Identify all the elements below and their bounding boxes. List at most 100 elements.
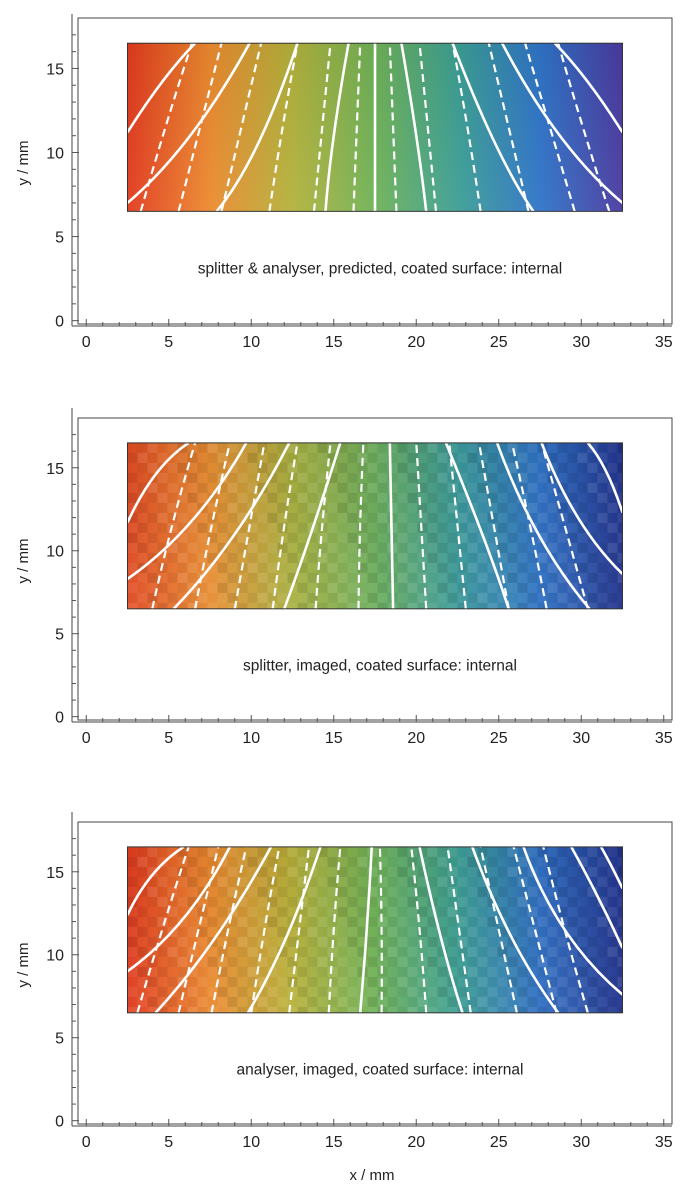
pixel-cell xyxy=(447,996,458,1007)
pixel-cell xyxy=(268,533,278,543)
pixel-cell xyxy=(567,986,578,997)
pixel-cell xyxy=(228,967,238,977)
pixel-cell xyxy=(128,977,138,987)
pixel-cell xyxy=(358,897,368,907)
dashed-contour-line xyxy=(542,846,589,1013)
pixel-cell xyxy=(157,492,168,503)
pixel-cell xyxy=(488,907,498,917)
pixel-cell xyxy=(397,846,408,857)
pixel-cell xyxy=(547,522,558,533)
pixel-cell xyxy=(507,866,518,877)
pixel-cell xyxy=(557,956,568,967)
pixel-cell xyxy=(197,482,208,493)
pixel-cell xyxy=(567,472,578,483)
pixel-cell xyxy=(277,442,288,453)
pixel-cell xyxy=(577,886,588,897)
pixel-cell xyxy=(347,452,358,463)
pixel-cell xyxy=(488,867,498,877)
pixel-cell xyxy=(347,602,358,609)
pixel-cell xyxy=(598,503,608,513)
pixel-cell xyxy=(537,876,548,887)
pixel-cell xyxy=(598,443,608,453)
solid-contour-line xyxy=(444,442,510,609)
pixel-cell xyxy=(238,463,248,473)
pixel-cell xyxy=(138,937,148,947)
pixel-cell xyxy=(417,522,428,533)
pixel-cell xyxy=(587,936,598,947)
pixel-cell xyxy=(208,907,218,917)
pixel-cell xyxy=(157,896,168,907)
pixel-cell xyxy=(467,906,478,917)
pixel-cell xyxy=(207,552,218,563)
pixel-cell xyxy=(248,603,258,613)
pixel-cell xyxy=(368,453,378,463)
pixel-cell xyxy=(447,886,458,897)
pixel-cell xyxy=(207,452,218,463)
pixel-cell xyxy=(478,967,488,977)
pixel-cell xyxy=(317,472,328,483)
pixel-cell xyxy=(567,876,578,887)
pixel-cell xyxy=(597,946,608,957)
x-tick-label: 10 xyxy=(242,334,260,351)
pixel-cell xyxy=(547,856,558,867)
pixel-cell xyxy=(167,866,178,877)
pixel-cell xyxy=(408,483,418,493)
pixel-cell xyxy=(588,523,598,533)
solid-contour-line xyxy=(127,43,197,133)
pixel-cell xyxy=(578,553,588,563)
pixel-cell xyxy=(298,977,308,987)
pixel-cell xyxy=(307,592,318,603)
pixel-cell xyxy=(487,492,498,503)
pixel-cell xyxy=(407,562,418,573)
pixel-cell xyxy=(207,986,218,997)
pixel-cell xyxy=(138,473,148,483)
pixel-cell xyxy=(558,453,568,463)
pixel-cell xyxy=(537,562,548,573)
pixel-cell xyxy=(547,926,558,937)
pixel-cell xyxy=(288,967,298,977)
pixel-cell xyxy=(237,452,248,463)
pixel-cell xyxy=(337,846,348,857)
pixel-cell xyxy=(368,523,378,533)
pixel-cell xyxy=(487,926,498,937)
pixel-cell xyxy=(187,452,198,463)
dashed-contour-line xyxy=(418,43,438,212)
pixel-cell xyxy=(167,502,178,513)
pixel-cell xyxy=(287,956,298,967)
pixel-cell xyxy=(187,1006,198,1013)
pixel-cell xyxy=(207,846,218,857)
pixel-cell xyxy=(538,927,548,937)
pixel-cell xyxy=(437,562,448,573)
pixel-cell xyxy=(288,887,298,897)
pixel-cell xyxy=(278,493,288,503)
chart-panel: 0 5 10 15 0 5 10 15 20 25 30 35 y / mm splitter & ana… xyxy=(15,14,673,351)
pixel-cell xyxy=(517,966,528,977)
y-tick-label: 0 xyxy=(55,710,64,727)
pixel-cell xyxy=(428,997,438,1007)
pixel-cell xyxy=(458,867,468,877)
pixel-cell xyxy=(458,463,468,473)
pixel-cell xyxy=(247,462,258,473)
pixel-cell xyxy=(487,582,498,593)
pixel-cell xyxy=(388,857,398,867)
pixel-cell xyxy=(187,856,198,867)
pixel-cell xyxy=(278,877,288,887)
pixel-cell xyxy=(577,452,588,463)
pixel-cell xyxy=(508,503,518,513)
pixel-cell xyxy=(497,442,508,453)
pixel-cell xyxy=(357,926,368,937)
pixel-cell xyxy=(197,906,208,917)
pixel-cell xyxy=(277,572,288,583)
pixel-cell xyxy=(307,996,318,1007)
pixel-cell xyxy=(417,906,428,917)
pixel-cell xyxy=(397,986,408,997)
pixel-cell xyxy=(498,897,508,907)
pixel-cell xyxy=(157,522,168,533)
pixel-cell xyxy=(617,442,623,453)
pixel-cell xyxy=(148,987,158,997)
pixel-cell xyxy=(558,857,568,867)
pixel-cell xyxy=(337,906,348,917)
pixel-cell xyxy=(528,1007,538,1017)
pixel-cell xyxy=(388,967,398,977)
pixel-cell xyxy=(427,512,438,523)
